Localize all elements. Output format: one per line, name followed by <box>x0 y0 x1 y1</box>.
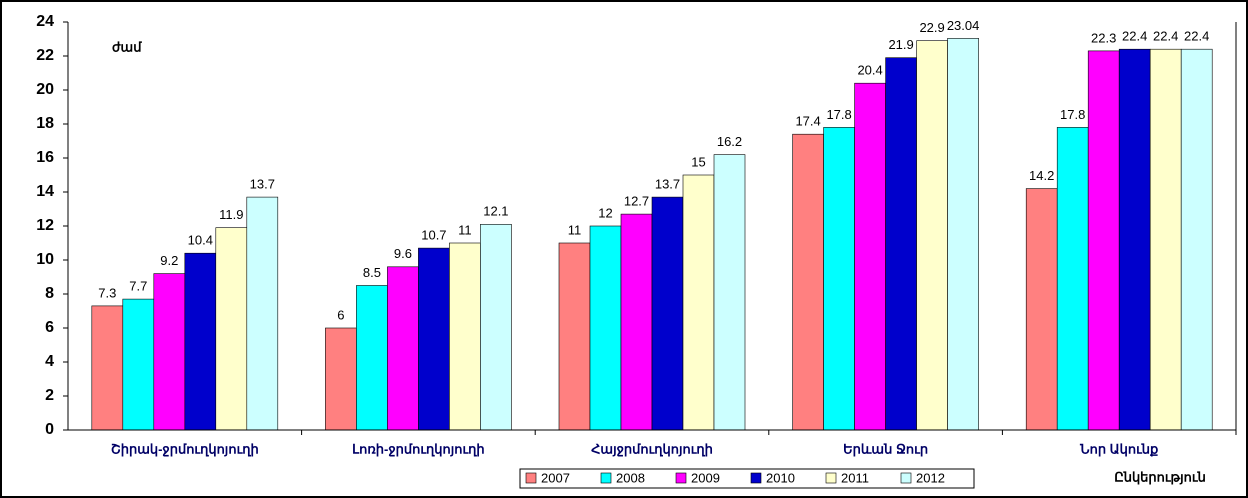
bar <box>885 57 917 431</box>
data-label: 22.9 <box>919 20 944 35</box>
data-label: 13.7 <box>655 177 680 192</box>
data-label: 7.3 <box>98 285 116 300</box>
data-label: 15 <box>691 154 705 169</box>
bar <box>480 224 512 431</box>
data-label: 11 <box>458 222 472 237</box>
data-label: 6 <box>337 307 344 322</box>
y-tick-label: 0 <box>45 421 54 438</box>
x-tick-label: Շիրակ-ջրմուղկոյուղի <box>111 441 259 456</box>
data-label: 22.3 <box>1091 30 1116 45</box>
legend-box <box>519 468 975 489</box>
bar <box>215 227 248 431</box>
data-label: 12.7 <box>624 194 649 209</box>
data-label: 12 <box>598 205 612 220</box>
y-tick-label: 14 <box>36 183 54 200</box>
bar <box>823 127 855 431</box>
bar <box>713 154 746 431</box>
legend-label: 2009 <box>691 470 720 485</box>
data-label: 9.2 <box>160 253 178 268</box>
bar <box>418 247 450 431</box>
data-label: 11 <box>568 222 582 237</box>
y-tick-label: 2 <box>45 387 54 404</box>
legend-swatch <box>525 472 537 484</box>
bar <box>387 266 419 431</box>
data-label: 20.4 <box>857 63 882 78</box>
bar <box>916 40 948 431</box>
y-tick-label: 20 <box>36 81 54 98</box>
x-tick-label: Լոռի-ջրմուղկոյուղի <box>352 441 484 456</box>
y-tick-label: 16 <box>36 149 54 166</box>
legend-label: 2012 <box>916 470 945 485</box>
bar <box>122 298 155 431</box>
data-label: 17.8 <box>1060 107 1085 122</box>
bar <box>325 327 357 431</box>
x-tick-label: Երևան Ջուր <box>843 441 928 456</box>
x-tick-label: Հայջրմուղկոյուղի <box>591 441 713 456</box>
legend-label: 2007 <box>541 470 570 485</box>
bar <box>589 225 622 431</box>
data-label: 22.4 <box>1153 29 1178 44</box>
y-axis-label: ժամ <box>112 39 142 54</box>
y-tick-label: 4 <box>45 353 54 370</box>
bar <box>854 82 886 431</box>
data-label: 17.8 <box>826 107 851 122</box>
bar <box>91 305 124 431</box>
data-label: 11.9 <box>219 207 243 222</box>
bar <box>184 252 217 431</box>
legend-swatch <box>675 472 687 484</box>
data-label: 16.2 <box>717 134 742 149</box>
bar <box>1180 48 1213 431</box>
data-label: 8.5 <box>363 265 381 280</box>
bar <box>558 242 591 431</box>
bar <box>356 285 388 431</box>
data-label: 23.04 <box>947 18 980 33</box>
bar <box>947 38 979 431</box>
data-label: 10.7 <box>421 228 446 243</box>
bar <box>682 174 715 431</box>
x-tick-label: Նոր Ակունք <box>1079 441 1158 456</box>
legend-swatch <box>825 472 837 484</box>
bar <box>246 196 279 431</box>
bar <box>1149 48 1182 431</box>
bar <box>1056 127 1089 431</box>
data-label: 22.4 <box>1122 29 1147 44</box>
bar <box>153 273 186 431</box>
data-label: 12.1 <box>483 204 508 219</box>
legend-label: 2010 <box>766 470 795 485</box>
legend-swatch <box>900 472 912 484</box>
y-tick-label: 24 <box>36 13 54 30</box>
bar <box>1087 50 1120 431</box>
bar <box>792 133 824 431</box>
data-label: 22.4 <box>1184 29 1209 44</box>
y-tick-label: 6 <box>45 319 54 336</box>
legend-swatch <box>600 472 612 484</box>
bar <box>620 213 653 431</box>
y-tick-label: 12 <box>36 217 54 234</box>
y-tick-label: 22 <box>36 47 54 64</box>
y-tick-label: 8 <box>45 285 54 302</box>
data-label: 21.9 <box>888 37 913 52</box>
data-label: 9.6 <box>394 246 412 261</box>
legend-label: 2008 <box>616 470 645 485</box>
data-label: 17.4 <box>795 114 820 129</box>
data-label: 10.4 <box>188 233 213 248</box>
x-axis-label: Ընկերություն <box>1114 469 1206 484</box>
y-tick-label: 10 <box>36 251 54 268</box>
legend-label: 2011 <box>841 470 869 485</box>
data-label: 7.7 <box>129 279 147 294</box>
bar <box>651 196 684 431</box>
bar <box>1025 188 1058 431</box>
data-label: 14.2 <box>1029 168 1054 183</box>
y-tick-label: 18 <box>36 115 54 132</box>
bar <box>449 242 481 431</box>
data-label: 13.7 <box>250 177 275 192</box>
bar <box>1118 48 1151 431</box>
legend-swatch <box>750 472 762 484</box>
